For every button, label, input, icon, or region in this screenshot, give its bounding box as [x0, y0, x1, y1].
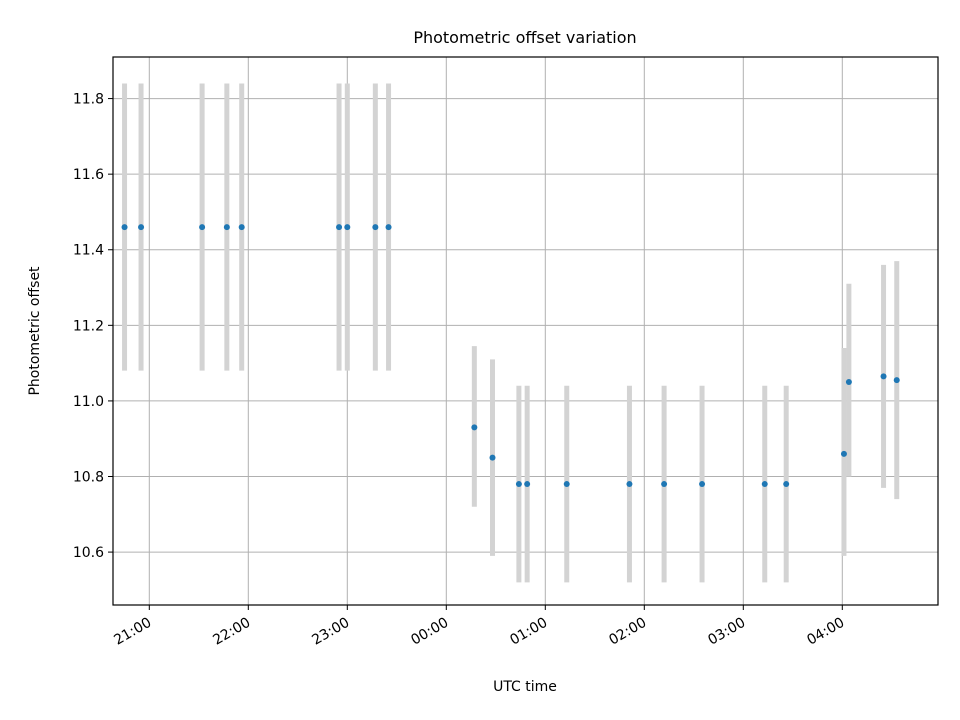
- data-point: [121, 224, 128, 231]
- y-tick-label: 10.6: [73, 545, 104, 561]
- grid: [113, 57, 938, 605]
- data-point: [699, 481, 706, 488]
- y-tick-label: 10.8: [73, 470, 104, 486]
- y-tick-label: 11.6: [73, 167, 104, 183]
- data-point: [199, 224, 206, 231]
- y-axis-ticks: 10.6 10.8 11.0 11.2 11.4 11.6 11.8: [73, 92, 113, 561]
- data-point: [880, 373, 887, 380]
- chart-title: Photometric offset variation: [413, 28, 636, 47]
- data-point: [563, 481, 570, 488]
- y-axis-label: Photometric offset: [27, 266, 43, 396]
- data-point: [626, 481, 633, 488]
- plot-area-frame: [112, 56, 939, 606]
- data-point: [471, 424, 478, 431]
- data-point: [223, 224, 230, 231]
- data-point: [761, 481, 768, 488]
- x-axis-label: UTC time: [493, 679, 557, 695]
- data-point: [336, 224, 343, 231]
- data-point: [238, 224, 245, 231]
- data-point: [893, 377, 900, 384]
- data-point: [372, 224, 379, 231]
- data-point: [489, 454, 496, 461]
- data-point: [344, 224, 351, 231]
- data-point: [845, 379, 852, 386]
- y-tick-label: 11.2: [73, 318, 104, 334]
- data-point: [783, 481, 790, 488]
- data-point: [524, 481, 531, 488]
- y-tick-label: 11.8: [73, 92, 104, 108]
- data-point: [840, 450, 847, 457]
- data-point: [385, 224, 392, 231]
- y-tick-label: 11.4: [73, 243, 104, 259]
- data-point: [515, 481, 522, 488]
- data-points: [121, 224, 900, 488]
- y-tick-label: 11.0: [73, 394, 104, 410]
- data-point: [661, 481, 668, 488]
- data-point: [138, 224, 145, 231]
